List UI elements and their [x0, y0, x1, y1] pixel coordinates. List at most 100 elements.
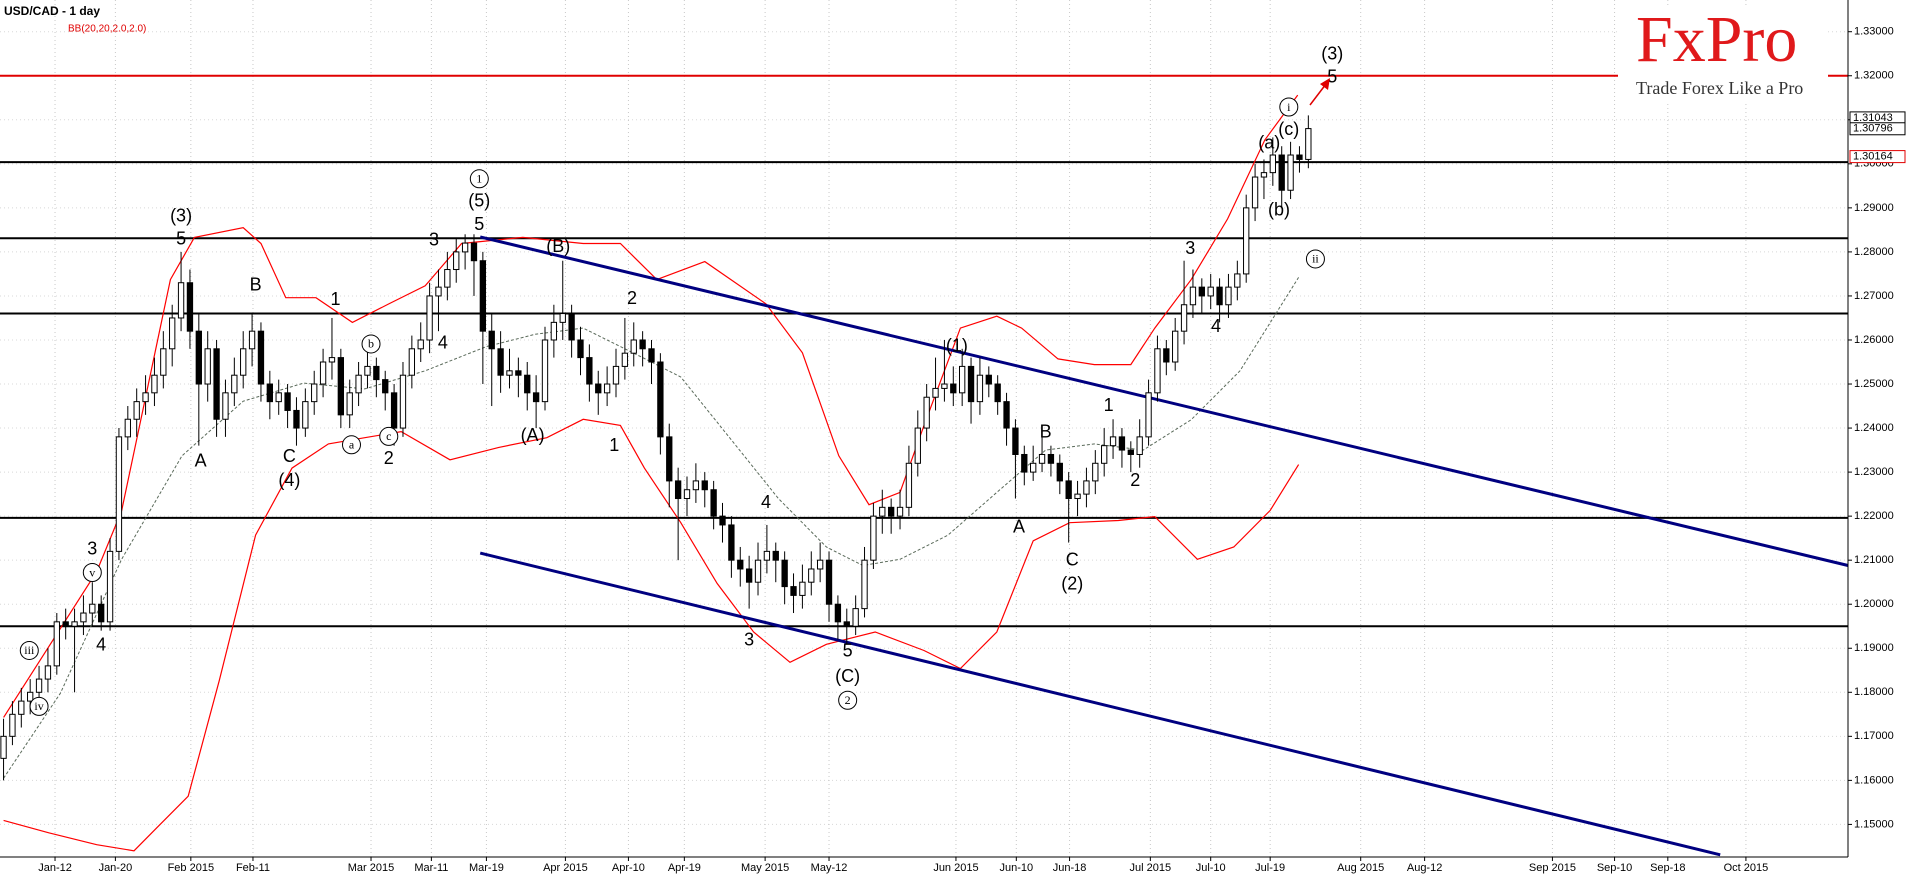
annotation: (a): [1258, 132, 1280, 152]
candle-body: [328, 357, 336, 363]
annotation: (C): [835, 666, 860, 686]
y-tick-label: 1.20000: [1854, 598, 1894, 610]
annotation: 4: [761, 492, 771, 512]
candle-body: [524, 374, 531, 394]
logo-tagline: Trade Forex Like a Pro: [1636, 78, 1803, 98]
candle-body: [692, 480, 700, 491]
candle-body: [577, 339, 584, 359]
candle-body: [950, 383, 957, 394]
annotation: (3): [1321, 43, 1343, 63]
indicator-label: BB(20,20,2.0,2.0): [68, 24, 146, 35]
annotation: 1: [331, 289, 341, 309]
candle-body: [896, 506, 904, 517]
candle-body: [470, 242, 478, 262]
candle-body: [1145, 392, 1152, 438]
candle-body: [1118, 436, 1126, 451]
price-marker-label: 1.30796: [1853, 123, 1893, 135]
candle-body: [1136, 436, 1143, 455]
arrow-head: [1320, 78, 1330, 90]
candle-body: [293, 409, 300, 429]
candle-body: [985, 374, 992, 385]
candle-body: [843, 621, 850, 627]
candle-body: [71, 621, 78, 627]
candle-body: [62, 621, 69, 627]
candle-body: [355, 374, 362, 394]
candle-body: [1074, 493, 1081, 500]
candle-body: [1251, 176, 1259, 209]
annotation: A: [1013, 516, 1025, 536]
x-tick-label: Sep-10: [1597, 862, 1632, 874]
candle-body: [808, 568, 815, 583]
annotation: i: [1287, 100, 1291, 114]
trend-line: [479, 235, 1849, 567]
price-marker-box: [1849, 150, 1906, 164]
candle-body: [53, 621, 60, 667]
candle-body: [701, 480, 708, 491]
candle-body: [311, 383, 318, 403]
candle-body: [1109, 436, 1117, 447]
candle-body: [710, 489, 717, 517]
candle-body: [1216, 286, 1223, 306]
candle-body: [976, 374, 984, 403]
candle-body: [1234, 273, 1241, 288]
candle-body: [1101, 445, 1108, 464]
candle-body: [825, 559, 833, 605]
x-tick-label: Apr-10: [612, 862, 645, 874]
candles: [0, 115, 1312, 781]
candle-body: [89, 603, 96, 614]
candle-body: [1305, 128, 1312, 160]
annotation: (1): [946, 335, 968, 355]
candle-body: [124, 418, 131, 438]
y-tick-label: 1.22000: [1854, 510, 1894, 522]
price-marker-box: [1849, 122, 1906, 136]
candle-body: [1038, 453, 1046, 464]
candle-body: [595, 383, 602, 394]
candle-body: [35, 678, 43, 693]
annotation-circle: [379, 426, 399, 446]
candle-body: [728, 524, 735, 561]
x-tick-label: Mar-11: [414, 862, 448, 874]
candle-body: [1065, 480, 1072, 500]
x-tick-label: Jul-19: [1255, 862, 1285, 874]
candle-body: [763, 550, 771, 561]
candle-body: [541, 339, 549, 403]
candle-body: [657, 361, 664, 438]
candle-body: [1021, 453, 1028, 473]
annotation: (B): [546, 236, 570, 256]
candle-body: [177, 282, 185, 319]
candle-body: [453, 251, 460, 271]
candle-body: [852, 608, 859, 627]
candle-body: [98, 603, 105, 623]
y-tick-label: 1.23000: [1854, 466, 1894, 478]
x-tick-label: Jun 2015: [933, 862, 978, 874]
annotation: B: [1040, 422, 1052, 442]
candle-body: [914, 427, 921, 464]
annotation: 1: [476, 172, 482, 186]
annotation: (4): [278, 470, 300, 490]
candle-body: [44, 665, 52, 680]
candle-body: [319, 361, 327, 385]
candle-body: [834, 603, 842, 623]
annotation: 2: [845, 693, 851, 707]
annotation-circle: [469, 169, 489, 189]
annotation: 2: [384, 448, 394, 468]
candle-body: [1154, 348, 1161, 394]
candle-body: [151, 374, 158, 394]
candle-body: [772, 550, 779, 561]
annotation-circle: [29, 696, 49, 716]
candle-body: [479, 260, 487, 332]
annotation: ii: [1312, 252, 1319, 266]
candle-body: [497, 348, 504, 376]
annotation: c: [386, 429, 391, 443]
candle-body: [879, 506, 886, 517]
candle-body: [337, 357, 345, 416]
candle-body: [1296, 154, 1303, 160]
candle-body: [1243, 207, 1250, 275]
annotation: (3): [170, 205, 192, 225]
candle-body: [550, 321, 558, 341]
candle-body: [9, 713, 16, 737]
candle-body: [399, 374, 407, 429]
candle-body: [115, 436, 123, 552]
annotation: b: [368, 337, 374, 351]
